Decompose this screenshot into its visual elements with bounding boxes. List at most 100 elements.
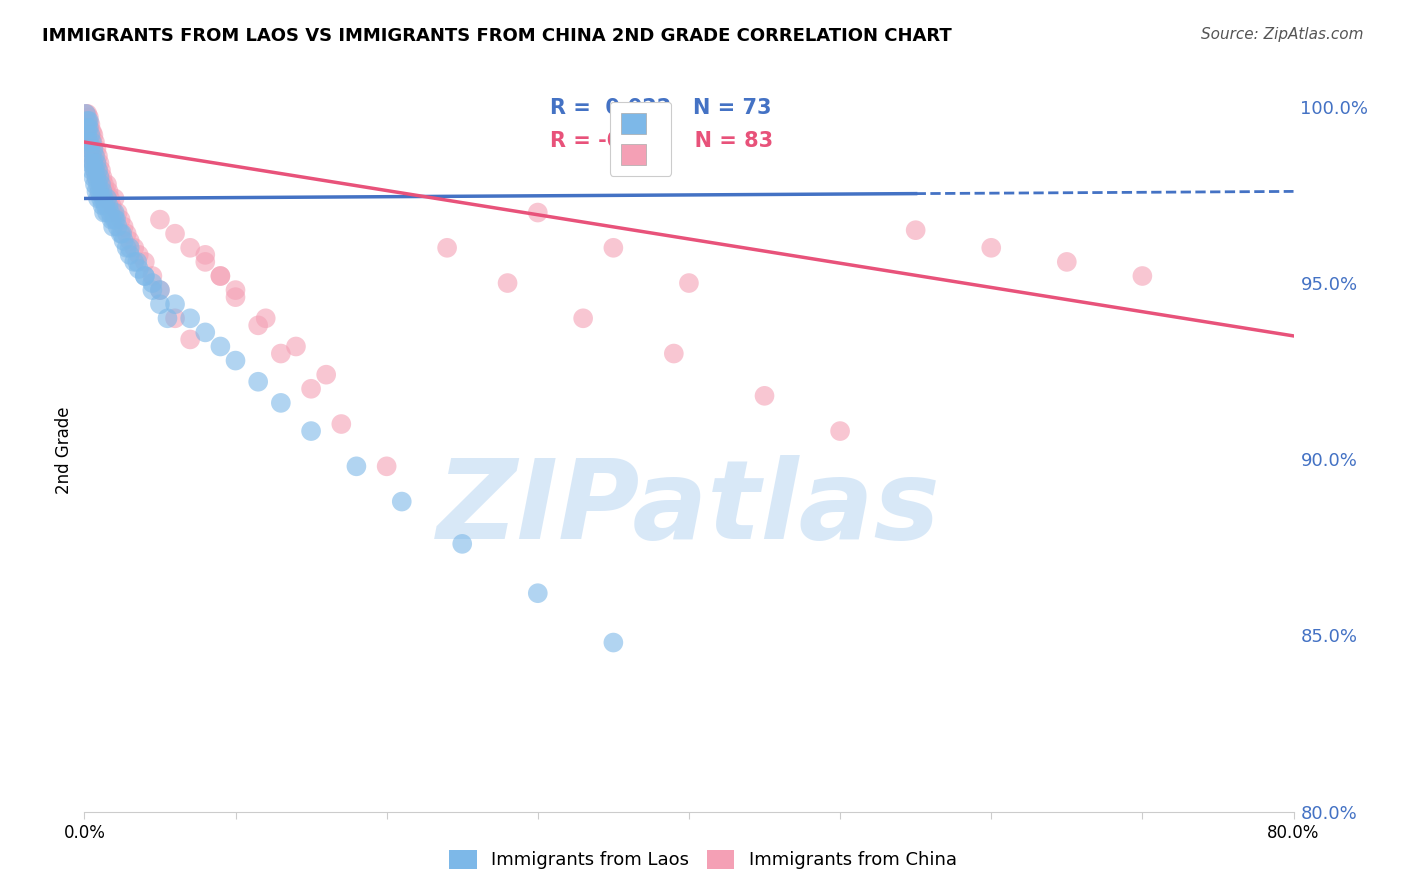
Point: [84, 178, 107, 192]
Point: [80, 163, 103, 178]
Point: [247, 375, 270, 389]
Point: [122, 255, 145, 269]
Point: [84, 149, 107, 163]
Point: [149, 212, 172, 227]
Point: [194, 255, 217, 269]
Point: [299, 382, 322, 396]
Point: [254, 311, 277, 326]
Legend: , : ,: [610, 102, 671, 176]
Point: [527, 205, 550, 219]
Point: [1130, 268, 1153, 283]
Point: [75, 114, 97, 128]
Point: [86, 185, 108, 199]
Point: [285, 339, 308, 353]
Point: [149, 283, 172, 297]
Point: [93, 205, 115, 219]
Point: [98, 191, 121, 205]
Point: [496, 276, 519, 290]
Point: [270, 396, 292, 410]
Point: [90, 178, 112, 192]
Point: [77, 118, 100, 132]
Point: [156, 311, 179, 326]
Point: [94, 198, 117, 212]
Text: IMMIGRANTS FROM LAOS VS IMMIGRANTS FROM CHINA 2ND GRADE CORRELATION CHART: IMMIGRANTS FROM LAOS VS IMMIGRANTS FROM …: [42, 27, 952, 45]
Point: [86, 170, 108, 185]
Point: [76, 118, 98, 132]
Point: [86, 156, 108, 170]
Point: [122, 241, 145, 255]
Point: [527, 586, 550, 600]
Point: [134, 255, 156, 269]
Point: [82, 142, 104, 156]
Point: [209, 268, 232, 283]
Text: R = -0.259   N = 83: R = -0.259 N = 83: [550, 131, 773, 151]
Point: [82, 156, 104, 170]
Point: [100, 212, 122, 227]
Point: [209, 268, 232, 283]
Point: [97, 198, 120, 212]
Point: [89, 185, 111, 199]
Point: [107, 205, 129, 219]
Point: [179, 241, 201, 255]
Point: [86, 170, 108, 185]
Point: [436, 241, 458, 255]
Point: [904, 223, 927, 237]
Point: [165, 297, 187, 311]
Legend: Immigrants from Laos, Immigrants from China: Immigrants from Laos, Immigrants from Ch…: [440, 841, 966, 879]
Point: [77, 128, 100, 142]
Point: [80, 124, 103, 138]
Point: [79, 118, 101, 132]
Point: [662, 346, 685, 360]
Point: [77, 135, 100, 149]
Point: [80, 135, 103, 149]
Point: [79, 156, 101, 170]
Point: [165, 227, 187, 241]
Point: [84, 163, 107, 178]
Point: [149, 297, 172, 311]
Point: [87, 163, 110, 178]
Point: [94, 185, 117, 199]
Point: [87, 149, 110, 163]
Point: [128, 248, 150, 262]
Point: [90, 191, 112, 205]
Point: [76, 114, 98, 128]
Point: [141, 283, 163, 297]
Point: [107, 219, 129, 234]
Point: [80, 149, 103, 163]
Point: [84, 163, 107, 178]
Point: [93, 191, 115, 205]
Point: [77, 114, 100, 128]
Point: [270, 346, 292, 360]
Text: ZIPatlas: ZIPatlas: [437, 455, 941, 562]
Point: [980, 241, 1002, 255]
Point: [96, 205, 118, 219]
Point: [86, 142, 108, 156]
Point: [82, 170, 104, 185]
Point: [105, 212, 128, 227]
Point: [115, 227, 138, 241]
Point: [209, 339, 232, 353]
Point: [79, 142, 101, 156]
Point: [86, 156, 108, 170]
Point: [315, 368, 337, 382]
Point: [90, 178, 112, 192]
Point: [104, 205, 127, 219]
Point: [299, 424, 322, 438]
Point: [118, 234, 141, 248]
Point: [89, 170, 111, 185]
Point: [141, 268, 163, 283]
Point: [97, 185, 120, 199]
Point: [84, 149, 107, 163]
Point: [91, 198, 114, 212]
Point: [89, 156, 111, 170]
Point: [112, 219, 135, 234]
Point: [89, 170, 111, 185]
Point: [82, 142, 104, 156]
Point: [111, 227, 134, 241]
Point: [77, 120, 100, 135]
Point: [100, 198, 122, 212]
Point: [134, 268, 156, 283]
Point: [101, 205, 124, 219]
Point: [602, 241, 624, 255]
Point: [179, 333, 201, 347]
